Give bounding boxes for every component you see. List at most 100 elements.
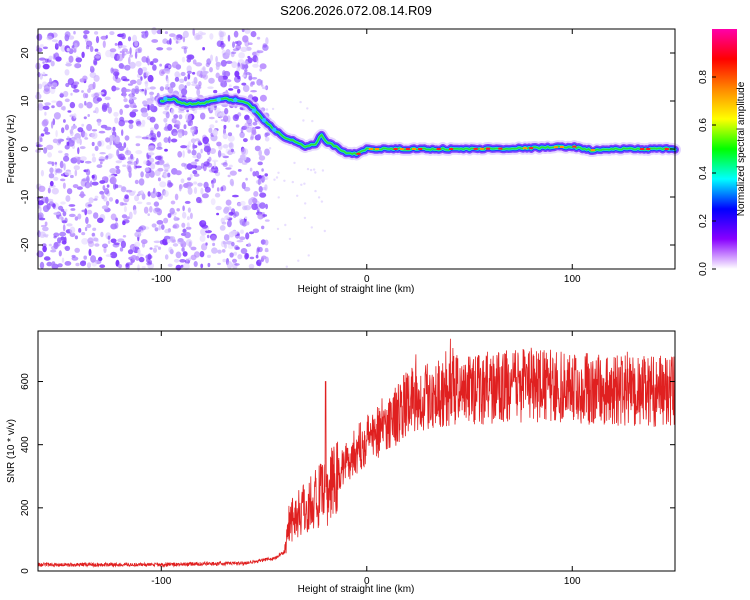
noise-blob bbox=[78, 193, 86, 197]
noise-blob bbox=[187, 121, 191, 127]
noise-blob bbox=[109, 134, 116, 141]
noise-blob bbox=[164, 228, 171, 234]
noise-blob bbox=[127, 166, 133, 173]
noise-blob bbox=[74, 63, 82, 69]
noise-blob bbox=[192, 28, 195, 36]
noise-blob bbox=[182, 262, 190, 271]
noise-blob bbox=[61, 127, 65, 134]
noise-blob bbox=[55, 130, 58, 138]
noise-blob bbox=[201, 220, 206, 224]
noise-blob bbox=[135, 157, 139, 165]
snr-y-ticks: 0 200 400 600 bbox=[20, 373, 675, 574]
noise-blob bbox=[222, 133, 228, 140]
noise-blob bbox=[99, 161, 103, 165]
noise-blob bbox=[264, 247, 269, 253]
noise-blob bbox=[203, 145, 211, 153]
noise-blob bbox=[157, 246, 162, 250]
noise-blob bbox=[109, 48, 117, 53]
noise-blob bbox=[87, 237, 94, 244]
noise-blob bbox=[128, 56, 131, 65]
x-tick-label: -100 bbox=[151, 274, 171, 285]
noise-blob bbox=[105, 34, 109, 39]
noise-blob bbox=[104, 126, 112, 131]
noise-blob bbox=[213, 161, 216, 168]
noise-blob bbox=[237, 88, 241, 94]
noise-blob bbox=[83, 132, 88, 138]
noise-blob bbox=[200, 71, 208, 76]
noise-blob bbox=[145, 57, 149, 64]
noise-blob bbox=[51, 161, 55, 167]
noise-blob bbox=[119, 34, 125, 37]
noise-blob bbox=[50, 249, 57, 253]
noise-blob bbox=[108, 197, 114, 202]
noise-blob bbox=[135, 60, 142, 67]
noise-blob bbox=[92, 81, 96, 90]
noise-blob bbox=[157, 177, 161, 182]
noise-blob bbox=[140, 171, 144, 178]
noise-blob bbox=[228, 88, 234, 91]
noise-blob bbox=[115, 199, 119, 204]
noise-blob bbox=[86, 209, 93, 215]
noise-blob bbox=[58, 205, 64, 211]
noise-blob bbox=[117, 264, 123, 269]
noise-blob bbox=[227, 174, 231, 178]
noise-blob bbox=[123, 48, 127, 52]
noise-blob bbox=[70, 130, 74, 137]
noise-blob bbox=[260, 84, 264, 87]
noise-blob bbox=[86, 101, 93, 109]
noise-blob bbox=[119, 108, 123, 115]
noise-blob bbox=[220, 59, 227, 67]
noise-blob bbox=[173, 132, 178, 136]
noise-blob bbox=[91, 129, 98, 132]
noise-blob bbox=[200, 228, 208, 236]
noise-blob bbox=[268, 147, 272, 150]
noise-blob bbox=[227, 115, 231, 123]
noise-blob bbox=[144, 167, 150, 172]
noise-blob bbox=[53, 112, 61, 120]
y-tick-label: 0 bbox=[20, 568, 31, 574]
noise-blob bbox=[178, 114, 183, 120]
y-tick-label: 20 bbox=[20, 47, 31, 59]
noise-blob bbox=[253, 191, 259, 197]
noise-blob bbox=[179, 184, 183, 190]
noise-blob bbox=[129, 111, 137, 118]
noise-blob bbox=[247, 57, 253, 64]
y-tick-label: 400 bbox=[20, 436, 31, 453]
noise-blob bbox=[225, 199, 232, 206]
noise-blob bbox=[216, 187, 220, 192]
noise-blob bbox=[45, 235, 48, 238]
noise-blob bbox=[84, 181, 91, 189]
noise-blob bbox=[118, 145, 125, 151]
noise-blob bbox=[129, 79, 137, 85]
noise-blob bbox=[243, 186, 251, 192]
noise-blob bbox=[206, 234, 210, 239]
noise-blob bbox=[212, 178, 217, 184]
noise-blob bbox=[73, 113, 77, 119]
noise-blob bbox=[42, 63, 50, 70]
noise-blob bbox=[135, 165, 142, 169]
noise-blob bbox=[141, 88, 145, 92]
noise-blob bbox=[56, 100, 63, 108]
noise-blob bbox=[240, 229, 244, 234]
colorbar-tick-label: 0.4 bbox=[698, 166, 709, 180]
noise-blob bbox=[177, 131, 183, 138]
noise-blob bbox=[258, 246, 263, 253]
noise-blob bbox=[177, 151, 183, 158]
noise-blob bbox=[141, 33, 148, 39]
noise-blob bbox=[251, 77, 258, 80]
noise-blob bbox=[99, 152, 106, 155]
noise-blob bbox=[120, 186, 127, 193]
noise-blob bbox=[88, 197, 94, 204]
noise-blob bbox=[69, 101, 76, 109]
noise-blob bbox=[231, 61, 238, 69]
noise-blob bbox=[216, 141, 222, 147]
noise-blob bbox=[126, 160, 133, 164]
noise-blob bbox=[262, 214, 268, 217]
noise-blob bbox=[55, 42, 59, 48]
noise-blob bbox=[138, 178, 145, 186]
noise-blob bbox=[147, 104, 150, 111]
noise-blob bbox=[159, 86, 164, 92]
noise-blob bbox=[161, 224, 165, 230]
noise-blob bbox=[107, 106, 113, 114]
noise-blob bbox=[258, 186, 263, 193]
